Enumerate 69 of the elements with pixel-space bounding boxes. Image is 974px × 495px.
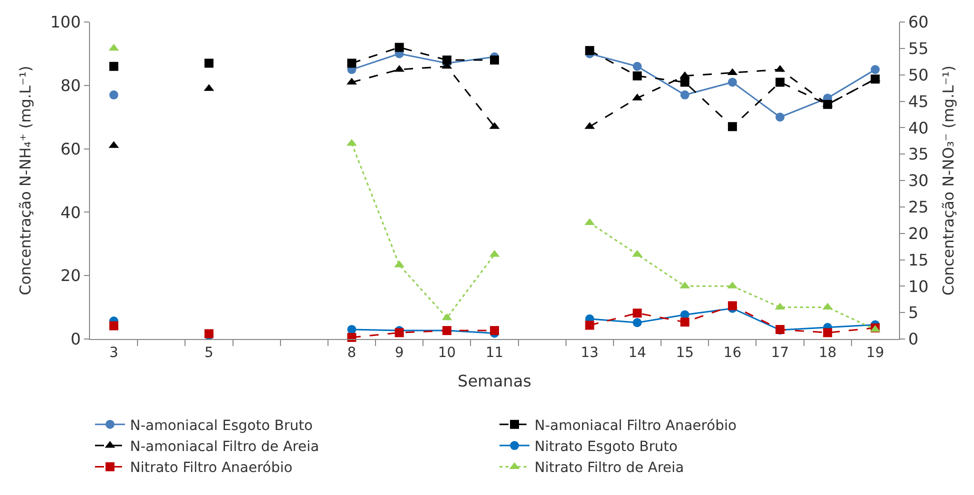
x-tick-label: 9	[394, 344, 404, 361]
x-tick-label: 16	[724, 344, 742, 361]
point	[680, 318, 690, 327]
y-tick-label: 100	[50, 12, 81, 32]
point	[870, 65, 880, 74]
point	[490, 56, 499, 65]
point	[776, 78, 785, 87]
y2-tick-label: 35	[908, 144, 929, 164]
point	[109, 321, 118, 330]
point	[632, 308, 642, 318]
legend-label: N-amoniacal Esgoto Bruto	[130, 418, 313, 434]
point	[632, 250, 642, 257]
point	[632, 318, 642, 328]
legend-label: Nitrato Filtro de Areia	[534, 460, 684, 476]
legend-label: Nitrato Esgoto Bruto	[534, 439, 678, 455]
y-tick-label: 80	[60, 76, 81, 95]
legend-label: N-amoniacal Filtro de Areia	[130, 439, 320, 455]
point	[680, 90, 690, 100]
y2-tick-label: 20	[908, 224, 929, 243]
x-tick-label: 10	[438, 344, 456, 361]
x-tick-label: 15	[676, 344, 694, 361]
legend-label: N-amoniacal Filtro Anaeróbio	[534, 418, 737, 434]
y-tick-label: 60	[60, 139, 81, 158]
point	[632, 62, 642, 71]
point	[776, 112, 785, 122]
y2-tick-label: 60	[908, 12, 929, 32]
y2-tick-label: 30	[908, 171, 929, 190]
x-tick-label: 8	[347, 344, 356, 361]
x-tick-label: 18	[818, 344, 837, 361]
point	[108, 44, 119, 51]
y-tick-label: 20	[60, 266, 81, 286]
point	[823, 328, 832, 338]
point	[728, 78, 737, 87]
legend-label: Nitrato Filtro Anaeróbio	[130, 460, 292, 476]
point	[204, 58, 214, 68]
y2-tick-label: 5	[908, 303, 918, 322]
x-tick-label: 11	[486, 344, 504, 361]
point	[490, 326, 499, 336]
point	[394, 42, 404, 52]
x-tick-label: 17	[771, 344, 789, 361]
x-tick-label: 3	[109, 344, 118, 361]
y2-tick-label: 40	[908, 118, 929, 138]
point	[109, 90, 118, 100]
point	[728, 122, 737, 132]
point	[347, 324, 356, 334]
y2-tick-label: 0	[908, 330, 918, 349]
y2-tick-label: 25	[908, 198, 929, 217]
x-tick-label: 14	[628, 344, 646, 361]
y2-axis-title: Concentração N-NO₃⁻ (mg.L⁻¹)	[940, 65, 958, 296]
point	[680, 78, 690, 87]
x-tick-label: 13	[580, 344, 599, 361]
point	[585, 46, 594, 56]
y-tick-label: 40	[60, 202, 81, 222]
point	[632, 71, 642, 80]
x-tick-label: 19	[866, 344, 884, 361]
x-tick-label: 5	[204, 344, 214, 361]
point	[442, 56, 452, 65]
y-tick-label: 0	[70, 330, 81, 349]
y2-tick-label: 45	[908, 92, 929, 111]
x-axis-title: Semanas	[458, 372, 532, 390]
y-axis-title: Concentração N-NH₄⁺ (mg.L⁻¹)	[16, 66, 35, 296]
point	[585, 320, 594, 330]
point	[347, 58, 356, 68]
y2-tick-label: 15	[908, 250, 929, 270]
y2-tick-label: 55	[908, 39, 929, 58]
y2-tick-label: 10	[908, 276, 929, 296]
y2-tick-label: 50	[908, 65, 929, 84]
point	[728, 301, 737, 310]
point	[109, 62, 118, 71]
